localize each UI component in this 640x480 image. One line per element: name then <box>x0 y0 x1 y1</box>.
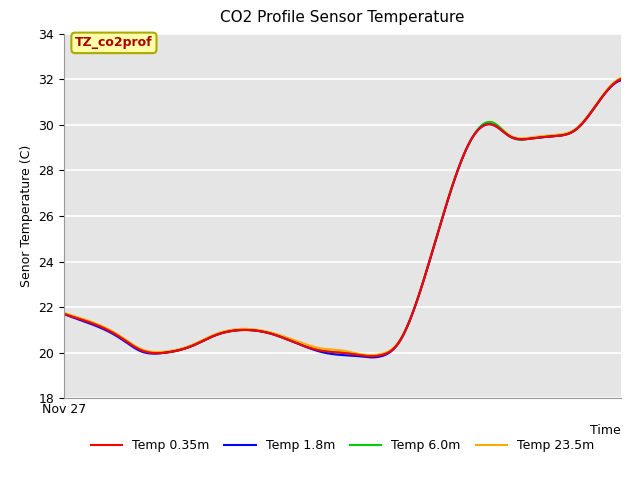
Line: Temp 0.35m: Temp 0.35m <box>64 79 621 356</box>
Temp 6.0m <box>362 353 369 359</box>
Temp 23.5m <box>328 347 335 352</box>
Temp 1.8m <box>393 343 401 348</box>
Temp 6.0m <box>324 349 332 355</box>
Temp 1.8m <box>362 354 369 360</box>
Temp 23.5m <box>393 342 401 348</box>
Temp 6.0m <box>60 311 68 317</box>
Text: Time: Time <box>590 424 621 437</box>
Temp 6.0m <box>518 137 525 143</box>
Temp 0.35m <box>367 353 374 359</box>
Temp 23.5m <box>605 85 612 91</box>
Temp 1.8m <box>605 86 612 92</box>
Line: Temp 1.8m: Temp 1.8m <box>64 80 621 358</box>
Temp 0.35m <box>393 343 401 348</box>
Text: TZ_co2prof: TZ_co2prof <box>75 36 153 49</box>
Y-axis label: Senor Temperature (C): Senor Temperature (C) <box>20 145 33 287</box>
Temp 6.0m <box>367 353 374 359</box>
Temp 6.0m <box>605 86 612 92</box>
Temp 23.5m <box>367 352 374 358</box>
Temp 1.8m <box>324 350 332 356</box>
Temp 23.5m <box>617 75 625 81</box>
Temp 6.0m <box>393 343 401 348</box>
Temp 23.5m <box>518 135 525 141</box>
Temp 0.35m <box>518 136 525 142</box>
Temp 23.5m <box>362 352 369 358</box>
Temp 23.5m <box>60 310 68 316</box>
Temp 1.8m <box>368 355 376 360</box>
Temp 0.35m <box>328 349 335 355</box>
Temp 6.0m <box>617 76 625 82</box>
Legend: Temp 0.35m, Temp 1.8m, Temp 6.0m, Temp 23.5m: Temp 0.35m, Temp 1.8m, Temp 6.0m, Temp 2… <box>86 434 599 457</box>
Temp 1.8m <box>328 351 335 357</box>
Line: Temp 6.0m: Temp 6.0m <box>64 79 621 356</box>
Title: CO2 Profile Sensor Temperature: CO2 Profile Sensor Temperature <box>220 11 465 25</box>
Temp 0.35m <box>324 349 332 355</box>
Temp 6.0m <box>328 349 335 355</box>
Temp 1.8m <box>60 311 68 317</box>
Temp 0.35m <box>605 86 612 92</box>
Temp 0.35m <box>362 353 369 359</box>
Temp 1.8m <box>617 77 625 83</box>
Temp 23.5m <box>324 347 332 352</box>
Temp 1.8m <box>518 136 525 142</box>
Temp 0.35m <box>617 76 625 82</box>
Line: Temp 23.5m: Temp 23.5m <box>64 78 621 355</box>
Temp 0.35m <box>60 311 68 317</box>
